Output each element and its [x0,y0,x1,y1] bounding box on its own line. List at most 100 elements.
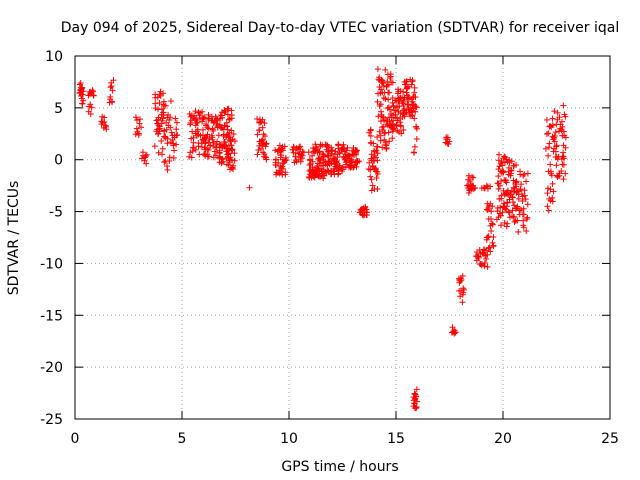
data-point [524,201,531,208]
data-point [543,116,550,123]
data-point [136,116,143,123]
data-point [546,140,553,147]
data-point [225,147,232,154]
data-point [446,138,453,145]
data-point [411,143,418,150]
data-point [457,293,464,300]
data-point [483,255,490,262]
data-point [545,207,552,214]
data-point [353,163,360,170]
data-point [403,78,410,85]
data-point [549,115,556,122]
data-point [558,127,565,134]
y-tick-label: -25 [40,412,63,428]
data-point [411,149,418,156]
data-point [174,132,181,139]
data-point [547,186,554,193]
data-point [205,153,212,160]
data-point [172,115,179,122]
data-point [367,132,374,139]
x-tick-label: 0 [71,431,80,447]
y-tick-label: 5 [54,101,63,117]
data-point [398,130,405,137]
data-point [505,208,512,215]
data-point [374,66,381,73]
data-point [259,116,266,123]
data-point [373,174,380,181]
data-point [487,183,494,190]
data-point [553,143,560,150]
data-point [205,146,212,153]
data-point [333,157,340,164]
data-point [138,124,145,131]
data-point [164,140,171,147]
data-point [556,172,563,179]
data-point [509,207,516,214]
data-point [110,77,117,84]
data-point [501,219,508,226]
data-point [199,126,206,133]
data-point [560,149,567,156]
data-point [163,126,170,133]
data-point [523,228,530,235]
data-point [517,206,524,213]
data-point [305,149,312,156]
data-point [515,195,522,202]
data-point [354,157,361,164]
data-point [283,156,290,163]
data-point [495,185,502,192]
data-point [76,81,83,88]
data-point [389,79,396,86]
data-point [79,84,86,91]
data-point [385,129,392,136]
data-point [225,161,232,168]
data-point [400,97,407,104]
data-point [403,89,410,96]
data-point [226,116,233,123]
data-point [397,119,404,126]
data-point [547,123,554,130]
data-point [109,99,116,106]
data-point [222,139,229,146]
data-point [202,140,209,147]
data-point [489,203,496,210]
data-point [309,164,316,171]
data-point [377,101,384,108]
data-point [164,166,171,173]
data-point [496,182,503,189]
data-point [368,187,375,194]
data-point [109,87,116,94]
data-point [228,107,235,114]
data-point [542,145,549,152]
data-point [256,127,263,134]
data-point [188,154,195,161]
data-point [551,108,558,115]
data-point [511,218,518,225]
data-point [192,108,199,115]
data-point [497,204,504,211]
data-point [520,205,527,212]
data-point [159,115,166,122]
axis-ticks: 0 5 10 15 20 25 -25 -20 -15 -10 -5 0 5 10 [40,49,619,447]
data-point [460,289,467,296]
data-point [334,154,341,161]
data-point [556,114,563,121]
data-point [186,153,193,160]
data-point [400,88,407,95]
y-tick-label: 10 [45,49,63,65]
data-point [173,141,180,148]
data-point [378,78,385,85]
data-point [216,121,223,128]
data-point [158,137,165,144]
data-point [167,98,174,105]
data-point [449,324,456,331]
data-point [354,147,361,154]
data-point [133,125,140,132]
data-point [409,112,416,119]
data-point [258,145,265,152]
data-point [231,150,238,157]
data-point [458,276,465,283]
data-point [289,146,296,153]
data-point [263,140,270,147]
data-point [254,151,261,158]
